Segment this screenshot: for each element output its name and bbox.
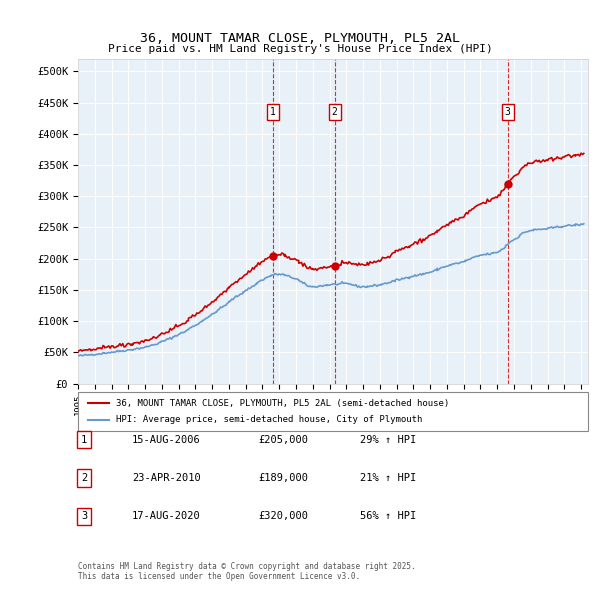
Text: Price paid vs. HM Land Registry's House Price Index (HPI): Price paid vs. HM Land Registry's House … (107, 44, 493, 54)
Text: 36, MOUNT TAMAR CLOSE, PLYMOUTH, PL5 2AL (semi-detached house): 36, MOUNT TAMAR CLOSE, PLYMOUTH, PL5 2AL… (116, 399, 449, 408)
Text: 3: 3 (81, 512, 87, 521)
Text: 1: 1 (81, 435, 87, 444)
Text: Contains HM Land Registry data © Crown copyright and database right 2025.
This d: Contains HM Land Registry data © Crown c… (78, 562, 416, 581)
Text: 2: 2 (332, 107, 338, 117)
Text: 23-APR-2010: 23-APR-2010 (132, 473, 201, 483)
Text: 36, MOUNT TAMAR CLOSE, PLYMOUTH, PL5 2AL: 36, MOUNT TAMAR CLOSE, PLYMOUTH, PL5 2AL (140, 32, 460, 45)
Text: 3: 3 (505, 107, 511, 117)
Text: 56% ↑ HPI: 56% ↑ HPI (360, 512, 416, 521)
Text: 17-AUG-2020: 17-AUG-2020 (132, 512, 201, 521)
Text: 29% ↑ HPI: 29% ↑ HPI (360, 435, 416, 444)
Text: £320,000: £320,000 (258, 512, 308, 521)
Text: 15-AUG-2006: 15-AUG-2006 (132, 435, 201, 444)
Text: £189,000: £189,000 (258, 473, 308, 483)
Text: 21% ↑ HPI: 21% ↑ HPI (360, 473, 416, 483)
Text: 2: 2 (81, 473, 87, 483)
Text: 1: 1 (270, 107, 276, 117)
Text: £205,000: £205,000 (258, 435, 308, 444)
FancyBboxPatch shape (78, 392, 588, 431)
Text: HPI: Average price, semi-detached house, City of Plymouth: HPI: Average price, semi-detached house,… (116, 415, 422, 424)
